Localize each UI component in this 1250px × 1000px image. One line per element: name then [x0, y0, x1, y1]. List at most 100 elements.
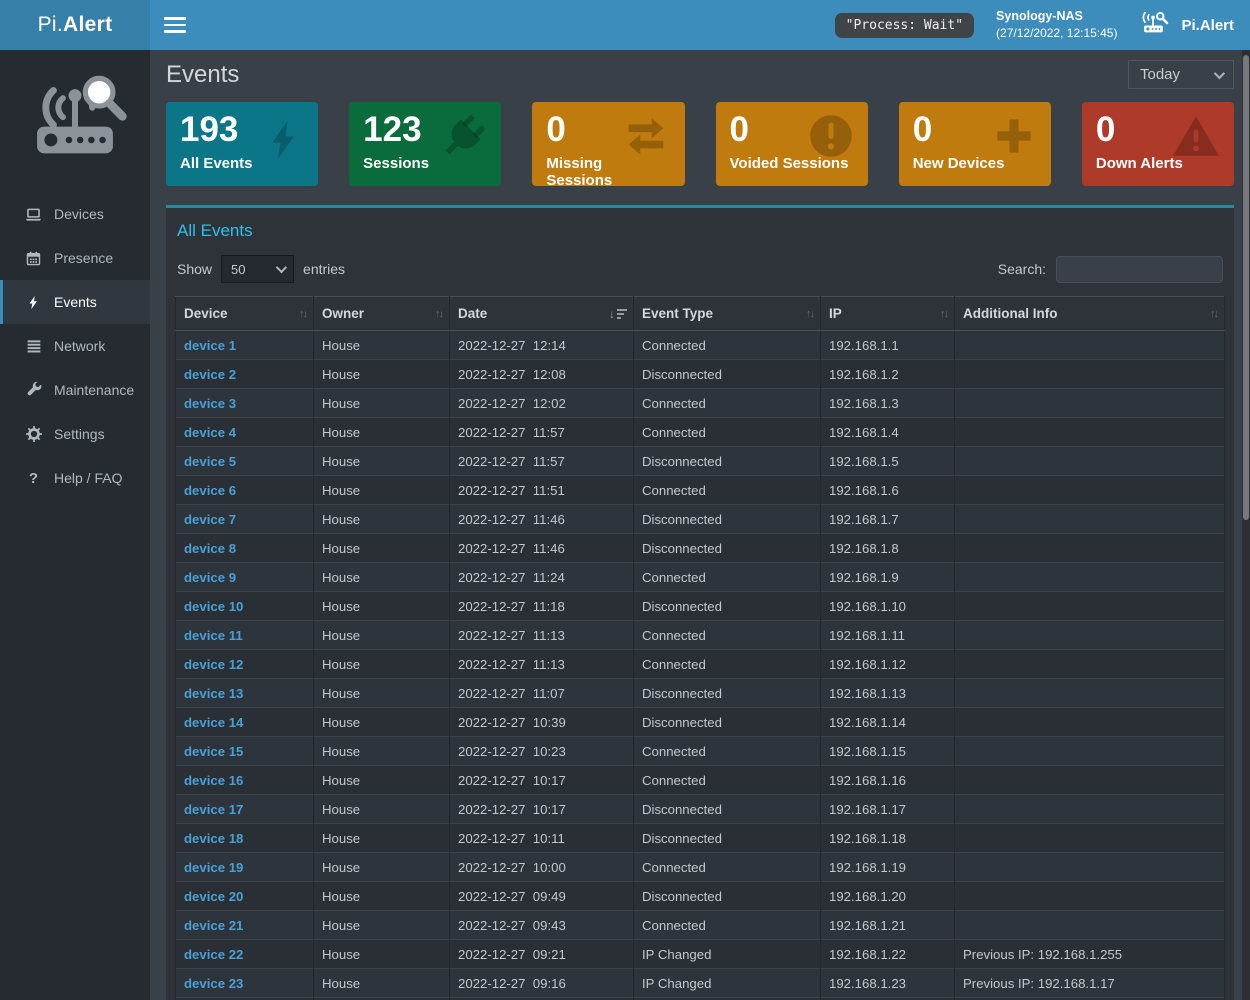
device-link[interactable]: device 7: [184, 511, 237, 527]
scrollbar-track[interactable]: [1242, 50, 1250, 1000]
date-cell: 2022-12-27 11:13: [449, 620, 634, 650]
event-type-cell: Connected: [633, 475, 821, 505]
table-row: device 5 House 2022-12-27 11:57 Disconnecte…: [175, 446, 1225, 476]
device-link[interactable]: device 21: [184, 917, 244, 933]
device-link[interactable]: device 14: [184, 714, 244, 730]
ip-cell: 192.168.1.17: [820, 794, 955, 824]
device-link[interactable]: device 17: [184, 801, 244, 817]
device-link[interactable]: device 19: [184, 859, 244, 875]
owner-cell: House: [313, 852, 450, 882]
device-link[interactable]: device 16: [184, 772, 244, 788]
device-cell: device 11: [175, 620, 314, 650]
table-row: device 2 House 2022-12-27 12:08 Disconnecte…: [175, 359, 1225, 389]
sidebar-item-label: Maintenance: [54, 382, 135, 398]
device-link[interactable]: device 1: [184, 337, 237, 353]
column-header-additional-info[interactable]: Additional Info ↑↓: [954, 296, 1225, 331]
brand-logo[interactable]: Pi. Alert: [0, 0, 150, 50]
column-header-event-type[interactable]: Event Type ↑↓: [633, 296, 821, 331]
event-type-cell: Connected: [633, 649, 821, 679]
sidebar-item-maintenance[interactable]: Maintenance: [0, 368, 150, 412]
card-value: 0: [912, 110, 933, 149]
device-link[interactable]: device 10: [184, 598, 244, 614]
additional-info-cell: [954, 852, 1225, 882]
device-link[interactable]: device 8: [184, 540, 237, 556]
card-down-alerts[interactable]: 0 Down Alerts: [1081, 102, 1235, 186]
date-cell: 2022-12-27 11:57: [449, 417, 634, 447]
sidebar-item-network[interactable]: Network: [0, 324, 150, 368]
column-header-ip[interactable]: IP ↑↓: [820, 296, 955, 331]
event-type-cell: Connected: [633, 620, 821, 650]
period-select[interactable]: Today: [1128, 60, 1234, 89]
sidebar-item-devices[interactable]: Devices: [0, 192, 150, 236]
sort-icon: ↑↓: [806, 307, 815, 320]
sort-icon: ↑↓: [299, 307, 308, 320]
scrollbar-thumb[interactable]: [1243, 55, 1249, 520]
date-cell: 2022-12-27 11:13: [449, 649, 634, 679]
table-row: device 9 House 2022-12-27 11:24 Connected 19…: [175, 562, 1225, 592]
device-link[interactable]: device 11: [184, 627, 243, 643]
device-link[interactable]: device 15: [184, 743, 244, 759]
card-voided-sessions[interactable]: 0 Voided Sessions: [715, 102, 868, 186]
device-link[interactable]: device 18: [184, 830, 244, 846]
column-header-device[interactable]: Device ↑↓: [175, 296, 314, 331]
ip-cell: 192.168.1.9: [820, 562, 955, 592]
owner-cell: House: [313, 359, 450, 389]
sidebar-item-help[interactable]: ? Help / FAQ: [0, 456, 150, 500]
show-label: Show: [177, 261, 213, 277]
card-label: New Devices: [912, 155, 1005, 173]
card-value: 0: [1095, 110, 1116, 149]
ip-cell: 192.168.1.14: [820, 707, 955, 737]
device-link[interactable]: device 9: [184, 569, 237, 585]
calendar-icon: [24, 249, 43, 268]
laptop-icon: [24, 205, 43, 224]
sidebar-toggle-icon[interactable]: [164, 17, 186, 33]
ip-cell: 192.168.1.15: [820, 736, 955, 766]
card-missing-sessions[interactable]: 0 Missing Sessions: [532, 102, 685, 186]
owner-cell: House: [313, 388, 450, 418]
device-link[interactable]: device 3: [184, 395, 237, 411]
owner-cell: House: [313, 678, 450, 708]
device-cell: device 8: [175, 533, 314, 563]
device-cell: device 21: [175, 910, 314, 940]
card-label: All Events: [180, 155, 253, 173]
sidebar-item-settings[interactable]: Settings: [0, 412, 150, 456]
date-cell: 2022-12-27 10:23: [449, 736, 634, 766]
device-link[interactable]: device 6: [184, 482, 237, 498]
event-type-cell: Connected: [633, 562, 821, 592]
sidebar-item-presence[interactable]: Presence: [0, 236, 150, 280]
card-new-devices[interactable]: 0 New Devices: [898, 102, 1051, 186]
device-link[interactable]: device 22: [184, 946, 244, 962]
device-link[interactable]: device 13: [184, 685, 244, 701]
card-sessions[interactable]: 123 Sessions: [349, 102, 502, 186]
sidebar-item-events[interactable]: Events: [0, 280, 150, 324]
table-row: device 18 House 2022-12-27 10:11 Disconnect…: [175, 823, 1225, 853]
card-label: Down Alerts: [1095, 155, 1183, 173]
sidebar-item-label: Settings: [54, 426, 105, 442]
table-row: device 15 House 2022-12-27 10:23 Connected 1…: [175, 736, 1225, 766]
column-header-date[interactable]: Date ↓: [449, 296, 634, 331]
sidebar-item-label: Devices: [54, 206, 104, 222]
device-link[interactable]: device 20: [184, 888, 244, 904]
chevron-down-icon: [1213, 67, 1226, 79]
additional-info-cell: [954, 881, 1225, 911]
event-type-cell: Connected: [633, 997, 821, 1000]
sort-icon: ↑↓: [435, 307, 444, 320]
device-link[interactable]: device 23: [184, 975, 244, 991]
additional-info-cell: [954, 388, 1225, 418]
date-cell: 2022-12-27 09:16: [449, 968, 634, 998]
page-length-select[interactable]: 50: [221, 255, 295, 283]
owner-cell: House: [313, 823, 450, 853]
search-input[interactable]: [1056, 255, 1223, 283]
column-header-owner[interactable]: Owner ↑↓: [313, 296, 450, 331]
device-link[interactable]: device 4: [184, 424, 237, 440]
ip-cell: 192.168.1.13: [820, 678, 955, 708]
device-link[interactable]: device 12: [184, 656, 244, 672]
owner-cell: House: [313, 620, 450, 650]
device-link[interactable]: device 5: [184, 453, 237, 469]
card-all-events[interactable]: 193 All Events: [166, 102, 319, 186]
ip-cell: 192.168.1.11: [820, 620, 955, 650]
event-type-cell: Disconnected: [633, 881, 821, 911]
event-type-cell: Connected: [633, 736, 821, 766]
owner-cell: House: [313, 504, 450, 534]
device-link[interactable]: device 2: [184, 366, 237, 382]
